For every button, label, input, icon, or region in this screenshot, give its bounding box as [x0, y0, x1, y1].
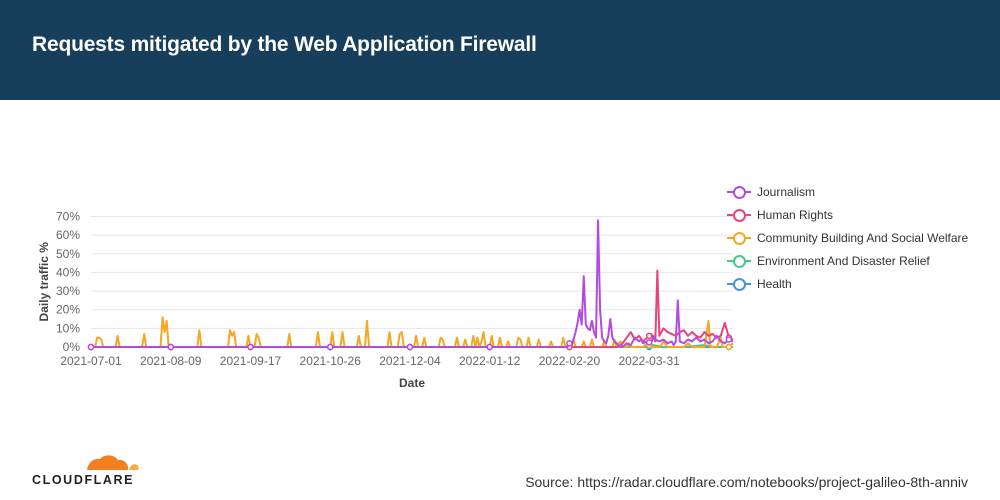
y-tick-label: 0% — [63, 340, 81, 354]
y-tick-label: 10% — [56, 321, 80, 335]
x-tick-label: 2022-03-31 — [618, 354, 680, 368]
y-tick-label: 20% — [56, 303, 80, 317]
series-point-journalism — [486, 343, 493, 351]
y-tick-label: 70% — [56, 210, 80, 224]
series-point-human-rights — [645, 332, 653, 340]
line-chart: 0% 10% 20% 30% 40% 50% 60% 70% 2021-07-01 2021-08… — [37, 210, 734, 390]
series-point-journalism — [406, 343, 414, 351]
x-tick-label: 2021-08-09 — [140, 354, 202, 368]
y-tick-label: 40% — [56, 265, 80, 279]
legend-label: Community Building And Social Welfare — [757, 230, 969, 245]
x-tick-label: 2021-09-17 — [220, 354, 282, 368]
cloudflare-logo-icon — [87, 455, 139, 472]
y-tick-label: 60% — [56, 228, 80, 242]
legend-marker-icon — [727, 277, 751, 292]
legend-item[interactable]: Community Building And Social Welfare — [727, 226, 968, 249]
legend-marker-icon — [727, 231, 751, 245]
series-line-community-building-and-social-welfare — [91, 316, 734, 348]
x-tick-label: 2021-12-04 — [379, 354, 441, 368]
cloudflare-logo-text: CLOUDFLARE — [32, 473, 135, 487]
series-point-journalism — [87, 343, 95, 351]
series-point-journalism — [645, 339, 653, 346]
legend-item[interactable]: Human Rights — [727, 203, 968, 226]
series-point-journalism — [247, 343, 254, 351]
series-line-human-rights — [91, 269, 734, 348]
x-tick-label: 2021-07-01 — [60, 354, 122, 368]
x-tick-label: 2021-10-26 — [300, 354, 362, 368]
series-point-journalism — [566, 340, 573, 347]
series-point-journalism — [167, 343, 174, 351]
series-point-journalism — [725, 336, 733, 343]
legend-label: Journalism — [757, 184, 816, 199]
y-tick-label: 50% — [56, 247, 80, 261]
x-tick-label: 2022-01-12 — [459, 354, 521, 368]
series-line-journalism — [91, 219, 734, 348]
legend-marker-icon — [727, 254, 751, 269]
source-link[interactable]: Source: https://radar.cloudflare.com/not… — [525, 474, 968, 490]
legend-item[interactable]: Journalism — [727, 180, 968, 203]
legend-label: Human Rights — [757, 207, 834, 222]
header-banner: Requests mitigated by the Web Applicatio… — [0, 0, 1000, 100]
chart-legend: Journalism Human Rights Community Building… — [727, 180, 968, 296]
y-axis-title: Daily traffic % — [37, 242, 51, 322]
chart-title: Requests mitigated by the Web Applicatio… — [32, 33, 537, 56]
legend-label: Environment And Disaster Relief — [757, 254, 930, 269]
legend-item[interactable]: Environment And Disaster Relief — [727, 250, 968, 273]
legend-label: Health — [757, 277, 792, 292]
x-tick-label: 2022-02-20 — [539, 354, 601, 368]
legend-item[interactable]: Health — [727, 273, 968, 296]
x-axis-title: Date — [399, 376, 425, 390]
legend-marker-icon — [727, 208, 751, 222]
y-tick-label: 30% — [56, 284, 80, 298]
series-point-journalism — [326, 343, 334, 351]
legend-marker-icon — [727, 185, 751, 199]
series-point-community-building-and-social-welfare — [725, 343, 733, 351]
